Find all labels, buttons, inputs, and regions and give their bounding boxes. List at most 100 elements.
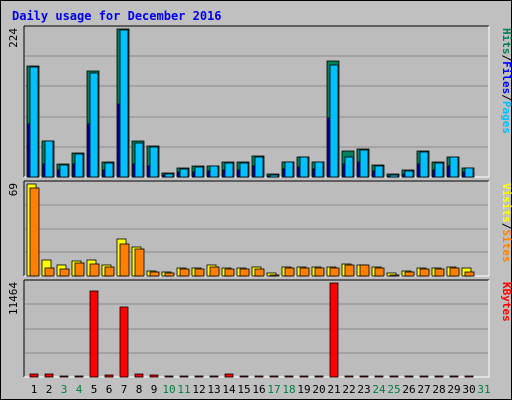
bar-sites-day-5 (89, 263, 100, 277)
legend-separator: / (500, 55, 512, 62)
bar-pages-day-25 (389, 174, 399, 178)
bar-pages-day-14 (224, 162, 234, 178)
x-tick-label: 5 (91, 383, 98, 396)
bar-sites-day-23 (359, 264, 370, 277)
bar-kbytes-day-25 (389, 375, 399, 378)
bar-sites-day-22 (344, 264, 355, 277)
y-max-label: 11464 (7, 282, 20, 315)
bar-sites-day-4 (74, 262, 85, 277)
bar-pages-day-4 (74, 153, 84, 178)
legend-item-sites: Sites (500, 229, 512, 262)
bar-sites-day-15 (239, 268, 250, 277)
legend-item-files: Files (500, 61, 512, 94)
bar-pages-day-27 (419, 151, 429, 178)
legend-separator: / (500, 94, 512, 101)
bar-sites-day-29 (449, 267, 460, 277)
x-tick-label: 23 (357, 383, 370, 396)
legend-item-pages: Pages (500, 101, 512, 134)
x-tick-label: 30 (462, 383, 475, 396)
bar-sites-day-3 (59, 268, 70, 277)
bar-pages-day-7 (119, 29, 129, 178)
bar-sites-day-25 (389, 274, 400, 277)
x-tick-label: 28 (432, 383, 445, 396)
bar-pages-day-8 (134, 142, 144, 178)
x-tick-label: 13 (207, 383, 220, 396)
bar-kbytes-day-28 (434, 375, 444, 378)
x-tick-label: 24 (372, 383, 386, 396)
bar-sites-day-27 (419, 268, 430, 277)
bar-sites-day-14 (224, 268, 235, 277)
x-tick-label: 6 (106, 383, 113, 396)
bar-sites-day-1 (29, 187, 40, 277)
chart-title: Daily usage for December 2016 (12, 9, 222, 23)
bar-kbytes-day-18 (284, 375, 294, 378)
bar-sites-day-19 (299, 267, 310, 277)
x-tick-label: 29 (447, 383, 460, 396)
bar-sites-day-24 (374, 267, 385, 277)
bar-pages-day-13 (209, 165, 219, 178)
bar-pages-day-23 (359, 149, 369, 178)
x-tick-label: 8 (136, 383, 143, 396)
bar-pages-day-22 (344, 156, 354, 178)
x-tick-label: 25 (387, 383, 400, 396)
y-max-label: 224 (7, 28, 20, 48)
bar-sites-day-30 (464, 271, 475, 277)
bar-sites-day-7 (119, 243, 130, 277)
x-tick-label: 9 (151, 383, 158, 396)
bar-kbytes-day-2 (44, 373, 54, 378)
bar-sites-day-8 (134, 248, 145, 277)
x-tick-label: 4 (76, 383, 83, 396)
bar-kbytes-day-1 (29, 373, 39, 378)
bar-pages-day-21 (329, 64, 339, 178)
x-tick-label: 2 (46, 383, 53, 396)
bar-kbytes-day-13 (209, 375, 219, 378)
bar-pages-day-19 (299, 156, 309, 178)
legend-separator: / (500, 223, 512, 230)
x-tick-label: 18 (282, 383, 295, 396)
bar-kbytes-day-26 (404, 375, 414, 378)
x-tick-label: 17 (267, 383, 280, 396)
bar-kbytes-day-29 (449, 375, 459, 378)
bar-pages-day-29 (449, 156, 459, 178)
y-max-label: 69 (7, 183, 20, 196)
bar-sites-day-20 (314, 267, 325, 277)
bar-sites-day-26 (404, 271, 415, 277)
bar-kbytes-day-21 (329, 282, 339, 378)
bar-kbytes-day-8 (134, 373, 144, 378)
bar-pages-day-11 (179, 168, 189, 178)
x-tick-label: 14 (222, 383, 236, 396)
bar-kbytes-day-17 (269, 375, 279, 378)
bar-pages-day-24 (374, 165, 384, 178)
legend-item-hits: Hits (500, 28, 512, 55)
bar-pages-day-3 (59, 164, 69, 178)
x-tick-label: 22 (342, 383, 355, 396)
bar-pages-day-26 (404, 170, 414, 178)
x-tick-label: 31 (477, 383, 490, 396)
x-tick-label: 21 (327, 383, 340, 396)
x-tick-label: 15 (237, 383, 250, 396)
bar-sites-day-18 (284, 267, 295, 277)
x-tick-label: 16 (252, 383, 265, 396)
bar-pages-day-17 (269, 174, 279, 178)
legend-item-kbytes: KBytes (500, 282, 512, 322)
panel-hits-files-pages-background (24, 26, 489, 177)
bar-sites-day-21 (329, 267, 340, 277)
bar-kbytes-day-19 (299, 375, 309, 378)
x-tick-label: 11 (177, 383, 190, 396)
bar-pages-day-18 (284, 161, 294, 178)
bar-kbytes-day-24 (374, 375, 384, 378)
x-tick-label: 1 (31, 383, 38, 396)
x-tick-label: 3 (61, 383, 68, 396)
bar-sites-day-6 (104, 266, 115, 277)
bar-kbytes-day-11 (179, 375, 189, 378)
bar-kbytes-day-4 (74, 375, 84, 378)
legend-item-visits: Visits (500, 183, 512, 223)
bar-kbytes-day-10 (164, 375, 174, 378)
x-tick-label: 26 (402, 383, 415, 396)
legend-visits-sites: Visits/Sites (500, 183, 512, 263)
bar-pages-day-20 (314, 161, 324, 178)
bar-pages-day-6 (104, 162, 114, 178)
x-tick-label: 19 (297, 383, 310, 396)
bar-sites-day-10 (164, 272, 175, 277)
